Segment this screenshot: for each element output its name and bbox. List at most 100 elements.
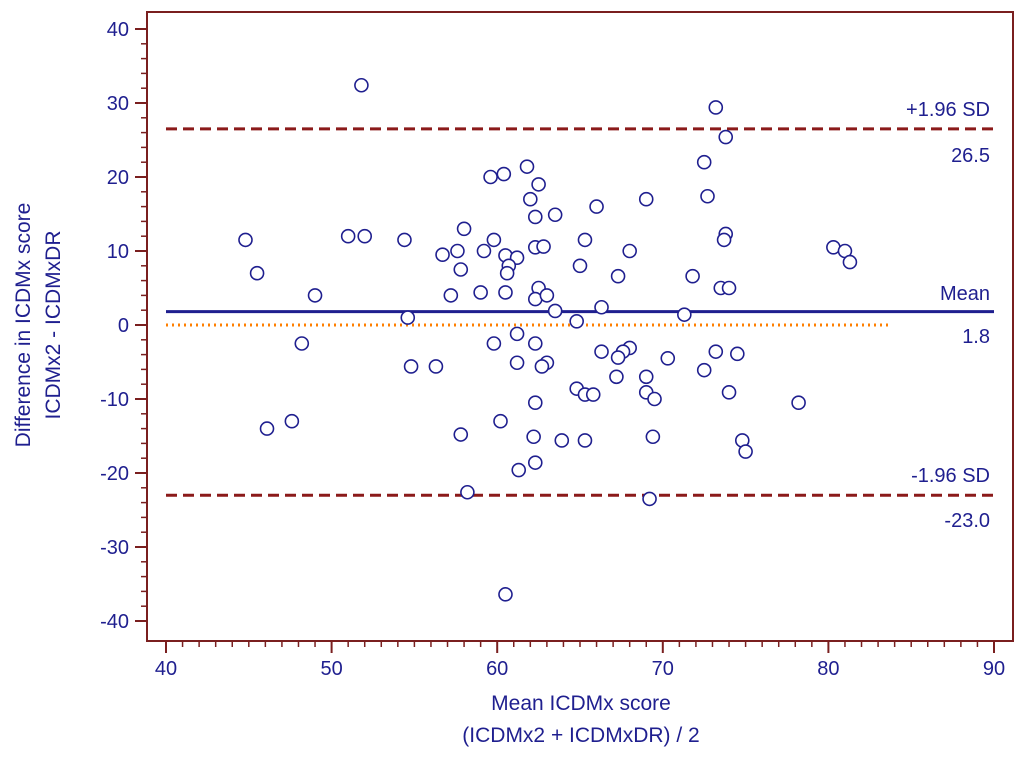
data-point: [486, 232, 502, 248]
reference-labels: +1.96 SD 26.5 Mean 1.8 -1.96 SD -23.0: [906, 99, 990, 532]
data-point: [498, 285, 513, 300]
data-point: [435, 247, 450, 262]
data-point: [526, 429, 541, 445]
data-point: [527, 395, 543, 411]
y-tick-label: -10: [100, 389, 129, 411]
data-point: [577, 433, 593, 448]
data-point: [473, 285, 488, 300]
data-point: [259, 421, 275, 436]
data-point: [527, 209, 543, 225]
data-point: [486, 336, 502, 351]
data-point: [577, 232, 593, 248]
y-tick-label: -20: [100, 463, 129, 485]
data-point: [519, 159, 535, 174]
data-point: [354, 77, 369, 93]
data-point: [400, 310, 416, 325]
data-point: [791, 395, 806, 411]
data-point: [527, 336, 543, 351]
data-point: [610, 268, 626, 284]
data-point: [496, 166, 512, 182]
y-tick-label: -40: [100, 611, 129, 633]
data-point: [238, 232, 253, 248]
x-axis-title-line1: Mean ICDMx score: [491, 692, 671, 715]
data-point: [547, 207, 563, 223]
data-point: [453, 427, 469, 442]
data-point: [721, 280, 737, 296]
data-point: [721, 385, 737, 400]
data-point: [284, 413, 300, 429]
data-point: [460, 484, 475, 500]
data-point: [483, 169, 498, 185]
y-tick-label: 40: [107, 19, 129, 41]
y-axis-title-line2: ICDMx2 - ICDMxDR: [42, 231, 65, 420]
data-point: [493, 413, 508, 429]
y-tick-label: 0: [118, 315, 129, 337]
y-tick-label: 30: [107, 93, 129, 115]
data-point: [638, 369, 654, 385]
data-point: [498, 587, 513, 602]
data-point: [610, 350, 626, 365]
data-point: [511, 462, 527, 478]
lower-limit-value: -23.0: [944, 510, 990, 532]
y-tick-label: -30: [100, 537, 129, 559]
data-point: [696, 154, 712, 170]
data-point: [340, 228, 356, 244]
data-point: [708, 344, 724, 359]
data-point: [539, 288, 555, 303]
axis-titles: Mean ICDMx score (ICDMx2 + ICDMxDR) / 2 …: [12, 203, 700, 747]
data-point: [443, 288, 459, 303]
x-tick-label: 60: [486, 658, 508, 680]
data-point: [523, 191, 538, 207]
data-point: [397, 232, 412, 248]
data-point: [842, 254, 858, 270]
data-point: [708, 100, 724, 115]
reference-lines: [166, 127, 994, 497]
data-point: [534, 359, 550, 374]
data-points: [238, 77, 858, 602]
data-point: [554, 433, 570, 448]
data-point: [685, 268, 700, 284]
data-point: [453, 262, 469, 277]
data-point: [249, 265, 265, 281]
data-point: [357, 228, 373, 244]
data-point: [509, 355, 525, 371]
data-point: [509, 326, 525, 342]
data-point: [527, 455, 543, 470]
data-point: [589, 199, 604, 214]
y-tick-label: 20: [107, 167, 129, 189]
data-point: [536, 239, 551, 254]
data-point: [499, 265, 515, 281]
data-point: [585, 387, 601, 402]
data-point: [638, 191, 654, 207]
y-tick-label: 10: [107, 241, 129, 263]
upper-limit-value: 26.5: [951, 145, 990, 167]
data-point: [428, 359, 444, 374]
data-point: [531, 177, 546, 192]
data-point: [403, 359, 419, 374]
lower-limit-label: -1.96 SD: [911, 465, 990, 487]
data-point: [738, 444, 753, 459]
data-point: [547, 303, 563, 319]
data-point: [647, 391, 662, 407]
upper-limit-label: +1.96 SD: [906, 99, 990, 121]
data-point: [700, 188, 715, 204]
x-tick-label: 50: [320, 658, 342, 680]
data-point: [476, 243, 492, 259]
x-tick-label: 90: [983, 658, 1005, 680]
x-tick-label: 80: [817, 658, 839, 680]
data-point: [622, 243, 637, 259]
data-point: [730, 346, 745, 362]
mean-label: Mean: [940, 283, 990, 305]
data-point: [594, 344, 609, 359]
data-point: [456, 221, 472, 237]
mean-value: 1.8: [962, 326, 990, 348]
data-point: [307, 288, 323, 303]
data-point: [609, 369, 624, 385]
data-point: [696, 362, 712, 378]
axis-ticks: -40 -30 -20 -10 0 10 20 30 40 40 50 60 70 80 90: [100, 19, 1005, 680]
data-point: [294, 336, 310, 351]
data-point: [660, 350, 676, 366]
data-point: [569, 313, 584, 329]
data-point: [716, 232, 732, 248]
